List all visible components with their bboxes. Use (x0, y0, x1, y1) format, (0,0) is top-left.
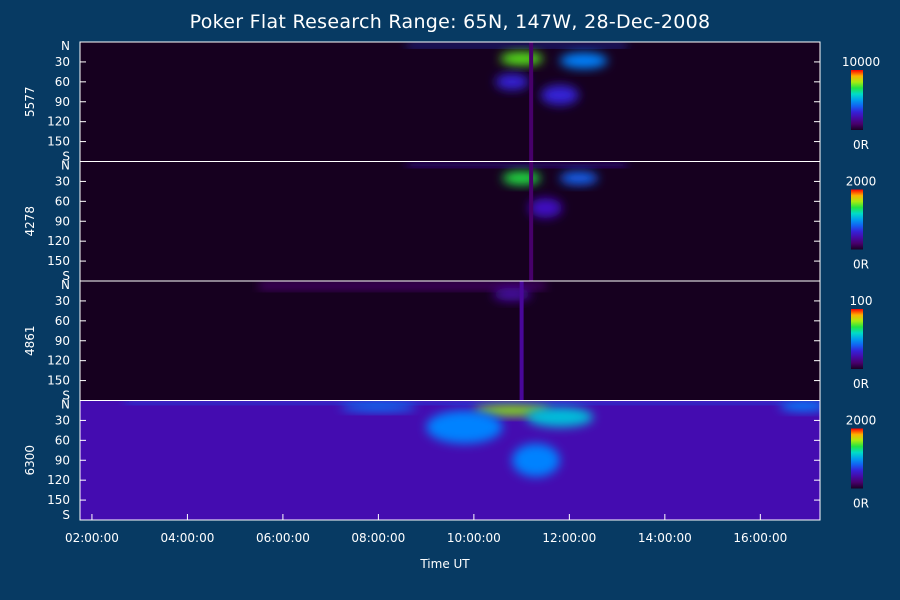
x-tick-label: 10:00:00 (447, 531, 501, 545)
emission-blob (426, 410, 503, 444)
colorbar (851, 428, 863, 489)
emission-blob (540, 85, 579, 106)
colorbar-min-label: 0R (853, 138, 869, 152)
colorbar (851, 70, 863, 130)
emission-features (407, 161, 627, 281)
emission-blob (492, 287, 532, 301)
y-tick-label: 120 (47, 115, 70, 129)
y-tick-label: S (62, 389, 70, 403)
y-tick-label: N (61, 278, 70, 292)
y-tick-label: 60 (55, 75, 70, 89)
emission-blob (500, 51, 544, 66)
emission-features (407, 42, 627, 162)
y-tick-label: 60 (55, 433, 70, 447)
y-tick-label: 120 (47, 354, 70, 368)
y-tick-label: 90 (55, 95, 70, 109)
emission-band (407, 43, 627, 48)
colorbar-max-label: 2000 (846, 175, 877, 189)
y-tick-label: 90 (55, 453, 70, 467)
y-tick-label: 150 (47, 254, 70, 268)
emission-band (259, 282, 546, 289)
panel-background (80, 161, 820, 281)
colorbar-max-label: 100 (850, 294, 873, 308)
x-axis: 02:00:00 04:00:00 06:00:00 08:00:00 10:00:00… (65, 514, 787, 545)
panel-wavelength-label: 4278 (23, 206, 37, 237)
emission-band (407, 163, 627, 167)
y-tick-label: 30 (55, 55, 70, 69)
y-tick-label: 120 (47, 234, 70, 248)
y-tick-label: S (62, 508, 70, 522)
y-tick-label: N (61, 39, 70, 53)
emission-blob (559, 52, 608, 69)
x-tick-label: 12:00:00 (542, 531, 596, 545)
x-tick-label: 02:00:00 (65, 531, 119, 545)
panels-group: N306090120150S5577100000RN306090120150S4… (23, 39, 880, 522)
y-tick-label: S (62, 150, 70, 164)
colorbar-min-label: 0R (853, 258, 869, 272)
y-tick-label: 60 (55, 194, 70, 208)
emission-blob (526, 407, 594, 428)
y-tick-label: 90 (55, 334, 70, 348)
y-tick-label: N (61, 159, 70, 173)
panel-wavelength-label: 5577 (23, 86, 37, 117)
x-tick-label: 16:00:00 (733, 531, 787, 545)
y-tick-label: 30 (55, 174, 70, 188)
chart-title: Poker Flat Research Range: 65N, 147W, 28… (190, 11, 711, 33)
panel-background (80, 42, 820, 162)
emission-blob (779, 400, 820, 412)
panel-wavelength-label: 4861 (23, 325, 37, 356)
emission-features (80, 400, 820, 520)
x-axis-label: Time UT (419, 557, 470, 571)
y-tick-label: 60 (55, 314, 70, 328)
colorbar-max-label: 10000 (842, 55, 880, 69)
emission-blob (559, 171, 598, 185)
y-tick-label: 150 (47, 135, 70, 149)
emission-blob (340, 403, 417, 412)
y-tick-label: 150 (47, 374, 70, 388)
x-tick-label: 06:00:00 (256, 531, 310, 545)
panel-wavelength-label: 6300 (23, 445, 37, 476)
x-tick-label: 08:00:00 (351, 531, 405, 545)
x-tick-label: 04:00:00 (160, 531, 214, 545)
emission-stripe (519, 281, 524, 401)
y-tick-label: 30 (55, 413, 70, 427)
colorbar-min-label: 0R (853, 377, 869, 391)
emission-blob (495, 73, 529, 90)
emission-features (259, 281, 546, 401)
panel-background (80, 281, 820, 401)
emission-stripe (529, 161, 534, 281)
y-tick-label: S (62, 269, 70, 283)
y-tick-label: N (61, 398, 70, 412)
y-tick-label: 150 (47, 493, 70, 507)
y-tick-label: 30 (55, 294, 70, 308)
colorbar-min-label: 0R (853, 497, 869, 511)
emission-stripe (529, 42, 534, 162)
x-tick-label: 14:00:00 (638, 531, 692, 545)
emission-blob (502, 171, 541, 185)
y-tick-label: 90 (55, 214, 70, 228)
colorbar (851, 309, 863, 369)
emission-band (125, 400, 785, 404)
colorbar-max-label: 2000 (846, 414, 877, 428)
y-tick-label: 120 (47, 473, 70, 487)
emission-blob (512, 443, 560, 477)
emission-blob (528, 198, 563, 218)
colorbar (851, 189, 863, 250)
